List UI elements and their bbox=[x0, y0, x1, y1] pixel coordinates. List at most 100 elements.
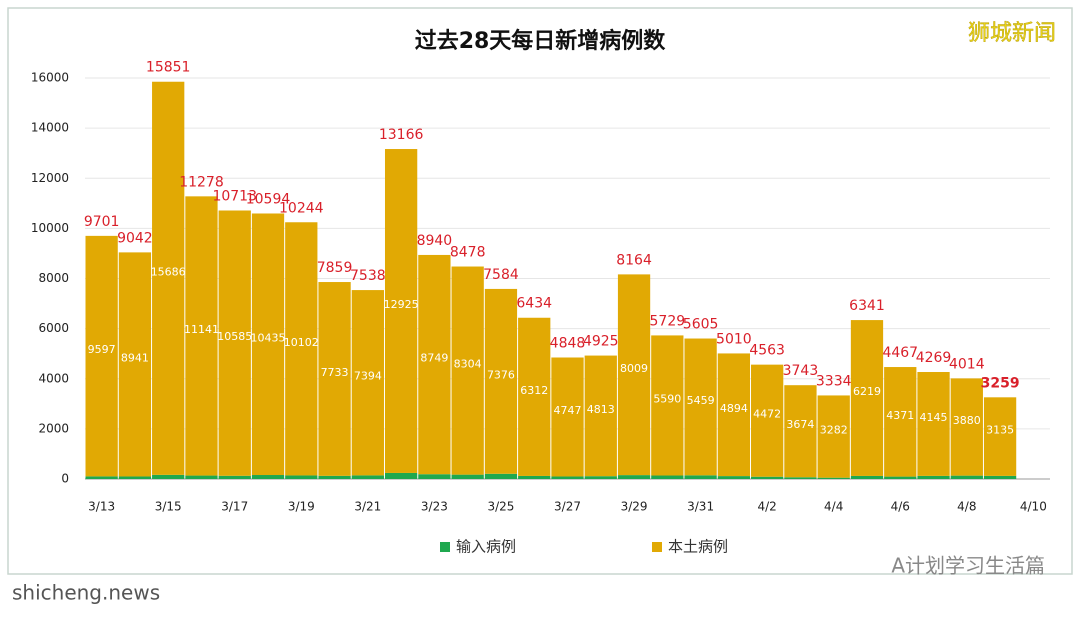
chart-title: 过去28天每日新增病例数 bbox=[415, 28, 667, 54]
total-label: 10713 bbox=[212, 189, 257, 205]
bar-segment bbox=[118, 476, 152, 479]
y-tick-label: 8000 bbox=[38, 271, 69, 285]
bar-segment bbox=[384, 149, 418, 473]
bar-segment bbox=[817, 395, 850, 478]
bar-segment bbox=[218, 475, 251, 479]
bar-value-label: 9597 bbox=[88, 343, 116, 356]
bar-value-label: 4747 bbox=[554, 404, 582, 417]
y-tick-label: 6000 bbox=[38, 321, 69, 335]
total-label: 8940 bbox=[417, 233, 453, 249]
bar-value-label: 4813 bbox=[587, 403, 615, 416]
y-tick-label: 16000 bbox=[31, 71, 69, 85]
source: shicheng.news bbox=[12, 581, 160, 605]
bar-segment bbox=[518, 475, 551, 479]
total-label: 11278 bbox=[179, 174, 224, 190]
total-label: 9701 bbox=[84, 214, 120, 230]
total-label: 9042 bbox=[117, 230, 153, 246]
bar-value-label: 10102 bbox=[284, 336, 319, 349]
bar-value-label: 5459 bbox=[687, 394, 715, 407]
bar-segment bbox=[817, 477, 850, 479]
total-label: 3743 bbox=[783, 363, 819, 379]
total-label: 8478 bbox=[450, 245, 486, 261]
x-tick-label: 4/8 bbox=[957, 500, 976, 514]
bar-value-label: 12925 bbox=[384, 298, 419, 311]
bar-value-label: 3674 bbox=[786, 418, 814, 431]
total-label: 7538 bbox=[350, 268, 386, 284]
x-tick-label: 3/15 bbox=[155, 500, 182, 514]
bar-segment bbox=[651, 475, 684, 479]
bar-segment bbox=[418, 254, 451, 475]
x-tick-label: 4/4 bbox=[824, 500, 843, 514]
bar-value-label: 7394 bbox=[354, 370, 382, 383]
x-tick-label: 3/31 bbox=[687, 500, 714, 514]
total-label: 10594 bbox=[246, 191, 291, 207]
bar-segment bbox=[584, 355, 617, 477]
bar-segment bbox=[917, 475, 950, 479]
x-tick-label: 3/17 bbox=[221, 500, 248, 514]
y-tick-label: 10000 bbox=[31, 221, 69, 235]
bar-value-label: 7733 bbox=[321, 366, 349, 379]
bar-segment bbox=[85, 235, 118, 477]
total-label: 5010 bbox=[716, 331, 752, 347]
bar-segment bbox=[351, 475, 384, 479]
bar-segment bbox=[318, 282, 351, 476]
bar-segment bbox=[684, 338, 717, 476]
bar-value-label: 4894 bbox=[720, 402, 748, 415]
bar-segment bbox=[351, 290, 384, 476]
total-label: 8164 bbox=[616, 252, 652, 268]
bar-segment bbox=[983, 475, 1017, 479]
bar-segment bbox=[884, 367, 917, 477]
bar-value-label: 6219 bbox=[853, 385, 881, 398]
bar-value-label: 10435 bbox=[251, 331, 286, 344]
bar-value-label: 4145 bbox=[920, 411, 948, 424]
x-tick-label: 3/27 bbox=[554, 500, 581, 514]
x-tick-label: 3/23 bbox=[421, 500, 448, 514]
bar-segment bbox=[285, 475, 318, 479]
total-label: 5605 bbox=[683, 317, 719, 333]
bar-segment bbox=[684, 475, 717, 479]
total-label: 7859 bbox=[317, 260, 353, 276]
total-label: 4014 bbox=[949, 356, 985, 372]
bar-segment bbox=[85, 476, 118, 479]
bar-segment bbox=[218, 210, 251, 476]
total-label: 13166 bbox=[379, 127, 424, 143]
x-tick-label: 4/6 bbox=[891, 500, 910, 514]
bar-segment bbox=[983, 397, 1017, 476]
bar-segment bbox=[584, 476, 617, 479]
bar-segment bbox=[717, 353, 751, 477]
x-tick-label: 3/19 bbox=[288, 500, 315, 514]
bar-segment bbox=[884, 476, 917, 479]
bar-value-label: 7376 bbox=[487, 368, 515, 381]
y-tick-label: 2000 bbox=[38, 421, 69, 435]
bar-segment bbox=[518, 317, 551, 476]
legend-label: 输入病例 bbox=[456, 538, 516, 556]
bar-value-label: 8941 bbox=[121, 351, 149, 364]
total-label: 3259 bbox=[981, 375, 1020, 391]
bar-segment bbox=[118, 252, 152, 477]
x-tick-label: 4/10 bbox=[1020, 500, 1047, 514]
bar-segment bbox=[950, 378, 983, 476]
y-tick-label: 4000 bbox=[38, 371, 69, 385]
x-tick-label: 3/21 bbox=[354, 500, 381, 514]
bar-segment bbox=[651, 335, 684, 476]
bar-segment bbox=[551, 357, 584, 477]
bar-segment bbox=[717, 476, 751, 479]
bar-value-label: 8749 bbox=[420, 352, 448, 365]
watermark: 狮城新闻 bbox=[968, 21, 1056, 46]
bar-segment bbox=[285, 222, 318, 476]
bar-segment bbox=[950, 475, 983, 479]
total-label: 6434 bbox=[516, 296, 552, 312]
bar-segment bbox=[185, 475, 218, 479]
bar-value-label: 8009 bbox=[620, 362, 648, 375]
bar-value-label: 6312 bbox=[520, 384, 548, 397]
bar-segment bbox=[751, 364, 784, 477]
bar-value-label: 4472 bbox=[753, 408, 781, 421]
legend-label: 本土病例 bbox=[668, 538, 728, 556]
bar-segment bbox=[850, 320, 884, 476]
total-label: 7584 bbox=[483, 267, 519, 283]
bar-segment bbox=[251, 213, 285, 476]
total-label: 6341 bbox=[849, 298, 885, 314]
bar-segment bbox=[152, 474, 185, 479]
bar-segment bbox=[784, 385, 817, 478]
